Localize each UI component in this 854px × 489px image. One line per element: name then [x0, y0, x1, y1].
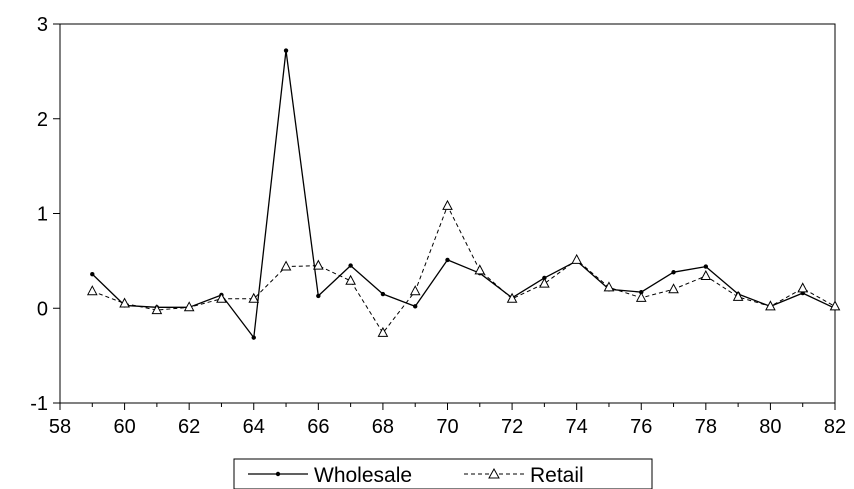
- x-tick-label: 70: [436, 416, 458, 438]
- y-tick-label: -1: [30, 393, 48, 415]
- data-point-retail: [797, 282, 809, 293]
- data-point-retail: [506, 292, 518, 303]
- data-point-wholesale: [316, 293, 321, 299]
- x-tick-label: 82: [824, 416, 846, 438]
- legend-wholesale-marker: [275, 471, 281, 477]
- series-line-wholesale: [91, 49, 836, 339]
- x-tick-label: 78: [695, 416, 717, 438]
- x-tick-label: 74: [566, 416, 588, 438]
- x-tick-label: 62: [178, 416, 200, 438]
- data-point-retail: [280, 260, 292, 271]
- data-point-retail: [377, 326, 389, 337]
- data-point-retail: [603, 281, 615, 292]
- x-tick-label: 64: [243, 416, 265, 438]
- data-point-retail: [829, 300, 841, 311]
- series-retail: [86, 199, 841, 337]
- data-point-retail: [313, 259, 324, 270]
- y-tick-label: 3: [37, 14, 48, 36]
- x-tick-label: 68: [372, 416, 394, 438]
- y-tick-label: 1: [37, 204, 48, 226]
- x-tick-label: 80: [759, 416, 781, 438]
- data-point-wholesale: [251, 335, 256, 340]
- data-point-retail: [474, 264, 486, 275]
- legend-retail-marker: [488, 467, 500, 479]
- series-wholesale: [90, 48, 838, 340]
- data-point-retail: [119, 297, 130, 308]
- data-point-retail: [765, 300, 776, 311]
- x-tick-label: 72: [501, 416, 523, 438]
- data-point-wholesale: [348, 263, 353, 268]
- data-point-retail: [571, 253, 582, 264]
- data-point-wholesale: [671, 270, 676, 275]
- data-point-retail: [248, 292, 260, 303]
- data-point-retail: [216, 292, 227, 303]
- series-line-retail: [92, 205, 836, 334]
- data-point-wholesale: [413, 304, 418, 309]
- data-point-wholesale: [703, 264, 709, 269]
- x-tick-label: 66: [307, 416, 329, 438]
- data-point-retail: [635, 291, 647, 302]
- legend-retail-label: Retail: [530, 464, 584, 487]
- x-tick-label: 60: [113, 416, 135, 438]
- data-point-retail: [151, 304, 163, 315]
- plot-frame: [59, 23, 836, 404]
- data-point-retail: [442, 199, 453, 210]
- data-point-retail: [700, 269, 712, 281]
- data-point-retail: [86, 285, 98, 296]
- y-tick-label: 0: [37, 298, 48, 320]
- data-point-retail: [345, 274, 356, 285]
- data-point-retail: [539, 277, 550, 288]
- data-point-wholesale: [445, 257, 450, 263]
- data-point-retail: [183, 301, 195, 312]
- x-tick-label: 76: [630, 416, 652, 438]
- legend-wholesale-label: Wholesale: [314, 464, 412, 487]
- data-point-retail: [732, 290, 744, 301]
- data-point-wholesale: [380, 291, 386, 297]
- series-layer: [86, 48, 841, 340]
- legend: Wholesale Retail: [233, 458, 653, 489]
- data-point-retail: [409, 285, 421, 296]
- y-tick-label: 2: [37, 109, 48, 131]
- data-point-wholesale: [90, 271, 95, 277]
- data-point-wholesale: [283, 48, 289, 53]
- axes: 58 60 62 64 66 68 70 72 74 76 78 80 82 -1 0 1 2 3: [30, 14, 846, 438]
- data-point-retail: [668, 283, 679, 294]
- x-tick-label: 58: [49, 416, 71, 438]
